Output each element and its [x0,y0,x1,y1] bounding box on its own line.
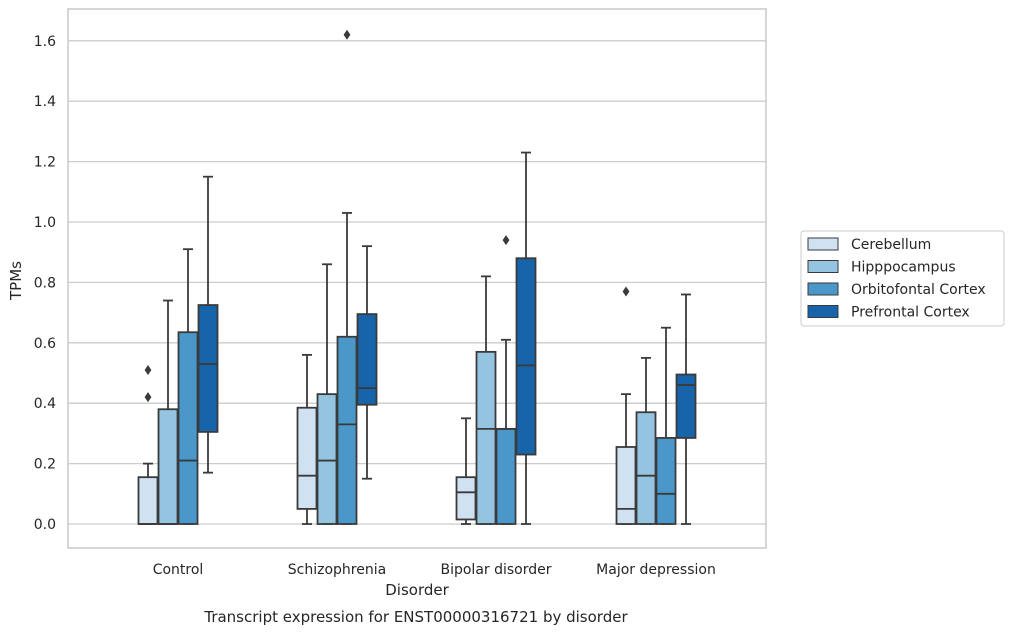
iqr-box [356,313,378,406]
legend-swatch [807,260,839,273]
iqr-box [177,331,199,525]
y-tick-label: 1.6 [34,34,56,50]
legend-label: Cerebellum [851,237,931,253]
y-tick-labels: 0.0 0.2 0.4 0.6 0.8 1.0 1.2 1.4 1.6 [34,34,56,533]
iqr-box [455,476,477,521]
iqr-box [157,408,179,525]
iqr-box [635,411,657,525]
iqr-box [615,446,637,525]
x-tick-label: Control [153,562,204,578]
legend-swatch [807,305,839,318]
box-control [177,248,199,525]
outlier-point [343,29,351,40]
box-bipolar-disorder [475,275,497,525]
y-tick-label: 1.2 [34,155,56,171]
y-tick-label: 1.0 [34,215,56,231]
series-orbitofontal-cortex [177,29,677,525]
box-major-depression [655,326,677,525]
box-bipolar-disorder [455,417,477,525]
outlier-point [502,235,510,246]
y-tick-label: 0.8 [34,275,56,291]
iqr-box [316,393,338,525]
iqr-box [197,304,219,433]
iqr-box [655,437,677,525]
box-control [157,299,179,525]
series-prefrontal-cortex [197,151,697,525]
x-tick-label: Schizophrenia [288,562,386,578]
box-bipolar-disorder [495,235,517,525]
x-tick-labels: Control Schizophrenia Bipolar disorder Majo… [153,562,716,578]
box-control [197,175,219,474]
iqr-box [475,350,497,525]
outlier-point [622,286,630,297]
y-tick-label: 0.4 [34,396,56,412]
y-tick-label: 0.2 [34,457,56,473]
box-major-depression [635,356,657,525]
y-tick-label: 0.0 [34,517,56,533]
y-tick-label: 1.4 [34,94,56,110]
legend-frame [800,230,1005,327]
box-series [137,29,697,525]
x-axis-label: Disorder [385,581,449,599]
box-schizophrenia [296,353,318,525]
legend-swatch [807,282,839,296]
box-schizophrenia [356,245,378,480]
box-bipolar-disorder [515,151,537,525]
series-cerebellum [137,286,637,525]
box-control [137,364,159,525]
x-tick-label: Major depression [596,562,716,578]
box-schizophrenia [336,29,358,525]
iqr-box [137,476,159,525]
iqr-box [336,335,358,525]
y-tick-label: 0.6 [34,336,56,352]
box-major-depression [615,286,637,525]
legend: Cerebellum Hipppocampus Orbitofontal Corte… [800,230,1005,327]
legend-swatch [807,237,839,251]
iqr-box [296,406,318,510]
legend-label: Orbitofontal Cortex [851,282,986,298]
box-schizophrenia [316,263,338,525]
plot-frame [67,8,767,549]
chart-caption: Transcript expression for ENST0000031672… [203,608,628,626]
outlier-point [144,364,152,375]
legend-label: Hipppocampus [851,260,956,276]
series-hipppocampus [157,263,657,525]
box-major-depression [675,293,697,525]
outlier-point [144,392,152,403]
iqr-box [675,373,697,439]
x-tick-label: Bipolar disorder [440,562,551,578]
legend-label: Prefrontal Cortex [851,305,970,321]
iqr-box [495,427,517,525]
y-axis-label: TPMs [7,261,25,301]
iqr-box [515,257,537,456]
